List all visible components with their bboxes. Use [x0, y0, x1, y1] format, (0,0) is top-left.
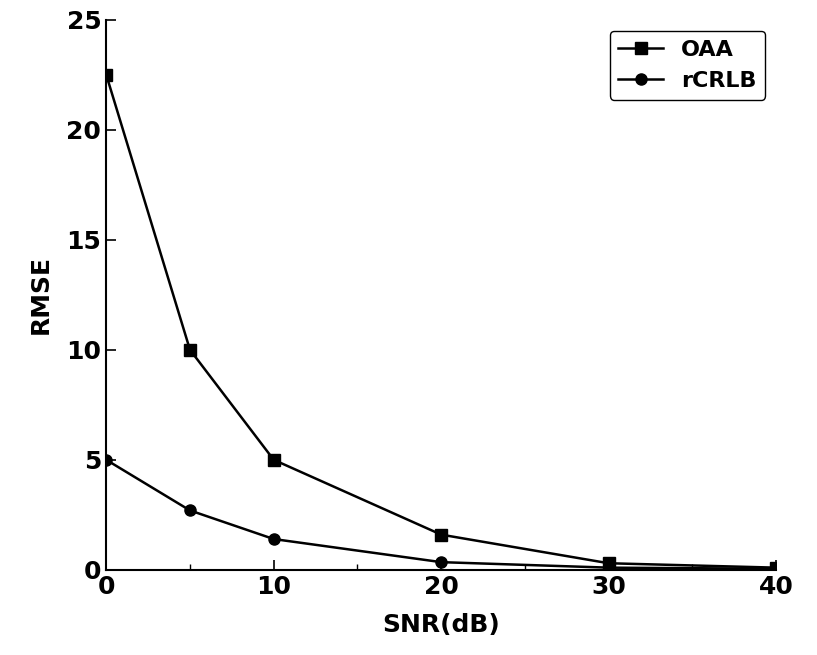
- X-axis label: SNR(dB): SNR(dB): [382, 612, 500, 637]
- Legend: OAA, rCRLB: OAA, rCRLB: [609, 31, 765, 100]
- rCRLB: [185, 506, 194, 514]
- OAA: [269, 456, 279, 464]
- rCRLB: [101, 456, 111, 464]
- Line: rCRLB: rCRLB: [100, 455, 782, 574]
- Line: OAA: OAA: [100, 69, 782, 573]
- rCRLB: [269, 535, 279, 543]
- Y-axis label: RMSE: RMSE: [29, 255, 52, 334]
- OAA: [101, 71, 111, 79]
- rCRLB: [436, 558, 446, 566]
- rCRLB: [771, 565, 781, 572]
- OAA: [771, 564, 781, 572]
- OAA: [185, 346, 194, 354]
- OAA: [436, 531, 446, 538]
- OAA: [604, 559, 614, 567]
- rCRLB: [604, 564, 614, 572]
